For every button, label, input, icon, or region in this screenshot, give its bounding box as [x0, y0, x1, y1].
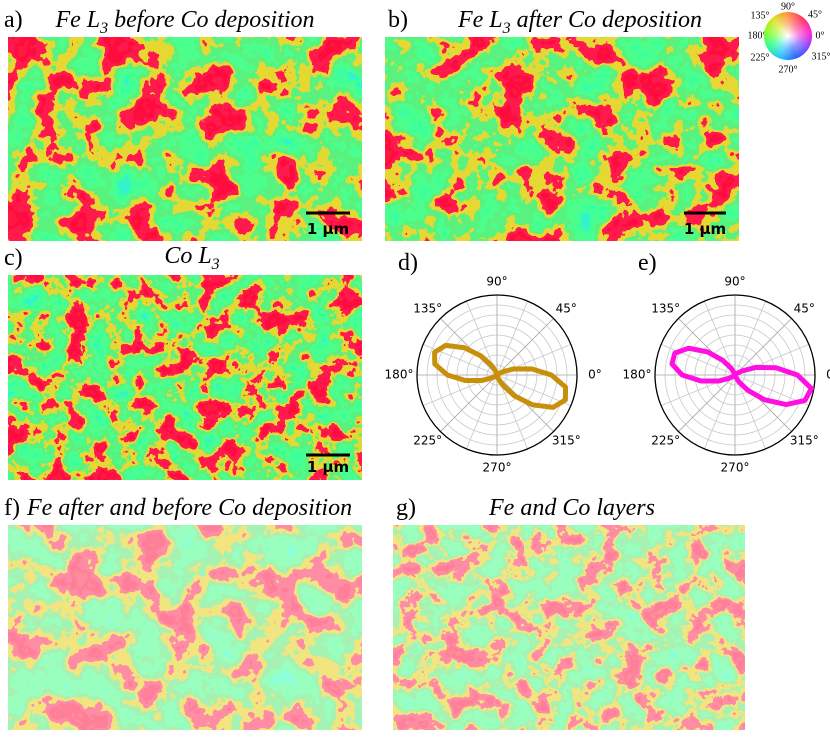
- spoke: [734, 374, 766, 450]
- angle-grid-line: [678, 374, 736, 432]
- scale-bar-label: 1 µm: [684, 220, 726, 238]
- polar-frame: [416, 294, 578, 456]
- color-wheel-labels: 90° 45° 0° 315° 270° 225° 180° 135°: [748, 1, 830, 75]
- angle-tick-label: 90°: [486, 275, 507, 289]
- angle-tick-label: 45°: [794, 302, 815, 316]
- spoke: [466, 374, 498, 450]
- domain-image-b: [385, 37, 739, 241]
- title-text: after Co deposition: [511, 7, 702, 33]
- scale-bar-label: 1 µm: [307, 458, 349, 476]
- angle-tick-label: 180°: [385, 368, 414, 382]
- angle-tick-label: 45°: [556, 302, 577, 316]
- title-text: Co L: [164, 243, 211, 269]
- spoke: [734, 300, 766, 376]
- domain-image-c: [8, 275, 362, 480]
- domain-image-g: [393, 525, 745, 730]
- panel-title: Fe L3 before Co deposition: [54, 7, 314, 37]
- color-wheel: [764, 12, 812, 60]
- angle-tick-label: 135°: [651, 302, 680, 316]
- title-subscript: 3: [211, 256, 220, 273]
- spoke: [496, 300, 528, 376]
- panel-label: d): [398, 250, 418, 276]
- panel-title: Fe and Co layers: [488, 495, 655, 521]
- spoke: [496, 374, 572, 406]
- panel-title: Co L3: [164, 243, 219, 273]
- angle-tick-label: 225°: [651, 433, 680, 447]
- polar-curve: [669, 345, 814, 408]
- wheel-label: 180°: [748, 30, 767, 41]
- angle-grid-line: [440, 318, 498, 376]
- polar-frame: [654, 294, 816, 456]
- spoke: [704, 300, 736, 376]
- domain-image-a: [8, 37, 362, 241]
- panel-label: e): [638, 250, 657, 276]
- panel-title: Fe L3 after Co deposition: [457, 7, 702, 37]
- spoke: [704, 374, 736, 450]
- spoke: [660, 344, 736, 376]
- angle-tick-label: 135°: [413, 302, 442, 316]
- angle-tick-label: 270°: [483, 461, 512, 475]
- angle-grid-line: [496, 318, 554, 376]
- panel-label: c): [4, 245, 23, 271]
- title-subscript: 3: [502, 20, 511, 37]
- wheel-label: 135°: [751, 10, 770, 21]
- angle-tick-label: 315°: [552, 433, 581, 447]
- panel-label: a): [4, 7, 23, 33]
- wheel-label: 225°: [751, 52, 770, 63]
- angle-tick-label: 0°: [826, 368, 830, 382]
- angle-tick-label: 90°: [724, 275, 745, 289]
- domain-image-f: [8, 525, 362, 730]
- wheel-label: 270°: [779, 64, 798, 75]
- scale-bar-label: 1 µm: [307, 220, 349, 238]
- title-text: Fe L: [457, 7, 503, 33]
- wheel-label: 0°: [816, 30, 825, 41]
- title-text: Fe L: [54, 7, 100, 33]
- title-subscript: 3: [99, 20, 108, 37]
- angle-tick-label: 225°: [413, 433, 442, 447]
- wheel-label: 315°: [812, 51, 830, 62]
- wheel-label: 90°: [781, 1, 795, 12]
- angle-tick-label: 0°: [588, 368, 602, 382]
- panel-title: Fe after and before Co deposition: [26, 495, 352, 521]
- angle-grid-line: [734, 318, 792, 376]
- panel-label: b): [388, 7, 408, 33]
- angle-tick-label: 180°: [623, 368, 652, 382]
- angle-tick-label: 270°: [721, 461, 750, 475]
- panel-label: g): [396, 495, 416, 521]
- angle-grid-line: [440, 374, 498, 432]
- panel-label: f): [4, 495, 20, 521]
- polar-curve: [432, 342, 569, 410]
- wheel-label: 45°: [808, 9, 822, 20]
- title-text: before Co deposition: [108, 7, 314, 33]
- angle-tick-label: 315°: [790, 433, 819, 447]
